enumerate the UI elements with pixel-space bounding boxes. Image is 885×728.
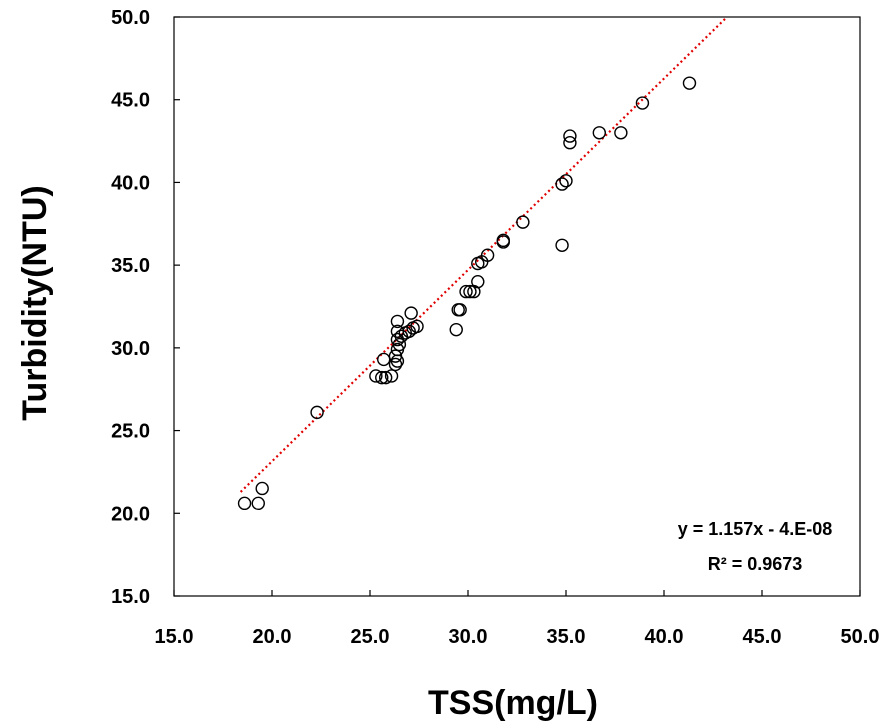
data-point — [369, 369, 383, 383]
data-point — [563, 136, 577, 150]
x-tick-label: 25.0 — [351, 626, 390, 648]
data-point — [251, 496, 265, 511]
data-point — [635, 96, 650, 110]
data-point — [555, 238, 569, 252]
x-tick-label: 50.0 — [841, 626, 880, 648]
y-tick-label: 25.0 — [111, 421, 150, 443]
y-tick-label: 50.0 — [111, 7, 150, 29]
x-axis-tick-marks — [173, 590, 861, 596]
data-point — [388, 349, 403, 363]
data-point — [563, 129, 577, 143]
x-axis-tick-labels: 15.0 20.0 25.0 30.0 35.0 40.0 45.0 50.0 — [155, 626, 880, 648]
data-point — [402, 324, 416, 339]
data-point — [378, 370, 393, 385]
data-point — [453, 303, 467, 317]
data-point — [516, 215, 530, 229]
data-point — [614, 126, 628, 140]
y-tick-label: 45.0 — [111, 90, 150, 112]
data-point — [496, 233, 510, 248]
data-point — [377, 352, 391, 367]
data-point — [237, 496, 252, 511]
equation-label: y = 1.157x - 4.E-08 — [678, 519, 833, 539]
y-tick-label: 35.0 — [111, 255, 150, 277]
data-point — [471, 274, 485, 289]
data-point — [449, 322, 463, 337]
data-point — [592, 126, 607, 140]
x-tick-label: 45.0 — [743, 626, 782, 648]
y-tick-label: 30.0 — [111, 338, 150, 360]
r-squared-label: R² = 0.9673 — [708, 554, 803, 574]
x-tick-label: 20.0 — [253, 626, 292, 648]
linear-trendline — [239, 16, 728, 493]
y-tick-label: 40.0 — [111, 172, 150, 194]
data-point — [384, 369, 399, 383]
x-tick-label: 15.0 — [155, 626, 194, 648]
data-point — [463, 284, 477, 299]
data-point — [480, 248, 495, 262]
data-point — [390, 332, 405, 347]
x-tick-label: 40.0 — [645, 626, 684, 648]
y-tick-label: 15.0 — [111, 586, 150, 608]
data-point — [255, 481, 269, 496]
data-point — [388, 357, 403, 372]
data-point — [559, 174, 573, 188]
y-tick-label: 20.0 — [111, 503, 150, 525]
x-axis-title: TSS(mg/L) — [428, 684, 598, 722]
data-points — [237, 76, 697, 511]
plot-area-frame — [173, 16, 861, 597]
data-point — [310, 405, 324, 420]
data-point — [459, 284, 473, 299]
y-axis-tick-labels: 15.0 20.0 25.0 30.0 35.0 40.0 45.0 50.0 — [111, 7, 150, 608]
data-point — [555, 177, 569, 191]
data-point — [375, 370, 389, 385]
x-tick-label: 35.0 — [547, 626, 586, 648]
data-point — [390, 314, 405, 329]
data-point — [404, 306, 418, 320]
y-axis-tick-marks — [174, 16, 180, 597]
y-axis-title: Turbidity(NTU) — [16, 185, 54, 420]
x-tick-label: 30.0 — [449, 626, 488, 648]
data-point — [682, 76, 697, 90]
data-point — [410, 319, 424, 334]
